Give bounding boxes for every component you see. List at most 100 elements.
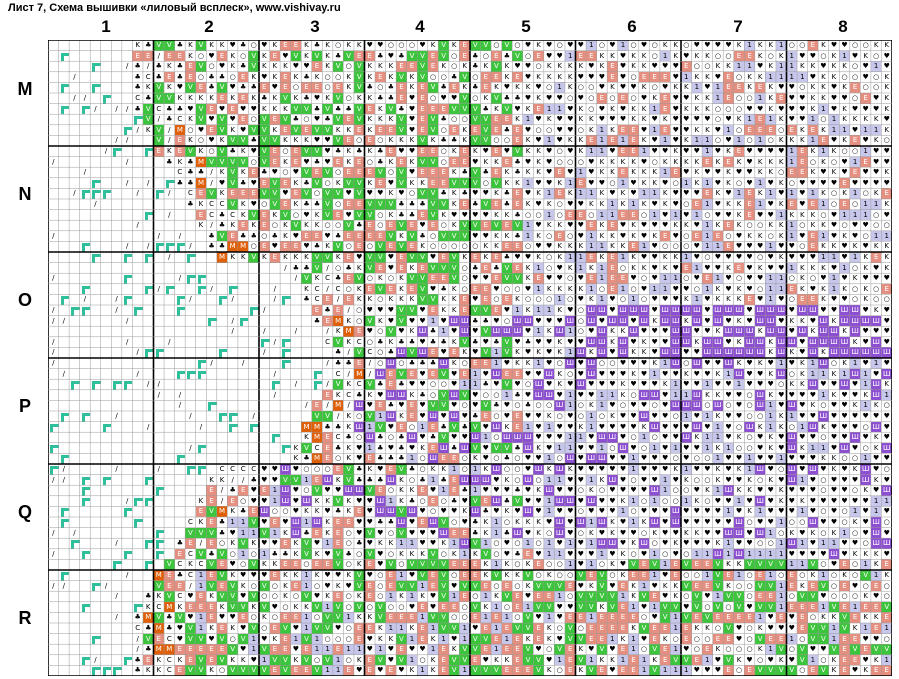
- stitch-cell: ○: [343, 61, 354, 72]
- stitch-cell: ♥: [702, 40, 713, 51]
- stitch-cell: V: [164, 40, 175, 51]
- stitch-cell: E: [649, 71, 660, 83]
- stitch-cell: K: [301, 50, 312, 62]
- stitch-cell: ♣: [153, 71, 165, 83]
- stitch-cell: ♥: [617, 61, 629, 72]
- stitch-cell: ♥: [280, 50, 291, 62]
- stitch-cell: ○: [839, 71, 850, 83]
- stitch-cell: ♥: [681, 50, 692, 62]
- stitch-cell: V: [332, 61, 344, 72]
- stitch-cell: V: [438, 40, 449, 51]
- stitch-cell: K: [870, 40, 882, 51]
- stitch-cell: 1: [786, 50, 798, 62]
- stitch-cell: E: [480, 71, 492, 83]
- stitch-cell: ♥: [723, 40, 734, 51]
- stitch-cell: ♥: [881, 50, 892, 62]
- stitch-cell: E: [132, 50, 143, 62]
- stitch-cell: ○: [332, 40, 344, 51]
- stitch-cell: E: [427, 50, 439, 62]
- stitch-cell: ♥: [754, 61, 766, 72]
- stitch-cell: K: [448, 40, 460, 51]
- stitch-cell: ♣: [237, 40, 249, 51]
- stitch-cell: ♥: [849, 50, 861, 62]
- stitch-cell: 1: [617, 40, 629, 51]
- stitch-cell: K: [364, 71, 376, 83]
- stitch-cell: ○: [628, 40, 639, 51]
- stitch-cell: K: [501, 71, 513, 83]
- stitch-cell: ♥: [364, 40, 376, 51]
- column-label-7: 7: [718, 17, 758, 37]
- stitch-cell: ○: [438, 71, 449, 83]
- stitch-cell: ○: [860, 40, 871, 51]
- stitch-cell: V: [417, 50, 428, 62]
- stitch-cell: E: [533, 50, 544, 62]
- stitch-cell: E: [512, 71, 523, 83]
- stitch-cell: ○: [849, 71, 861, 83]
- stitch-cell: V: [501, 40, 513, 51]
- stitch-cell: ♣: [174, 71, 186, 83]
- stitch-cell: E: [185, 61, 196, 72]
- stitch-cell: E: [723, 71, 734, 83]
- stitch-cell: K: [322, 61, 333, 72]
- stitch-cell: E: [280, 40, 291, 51]
- stitch-cell: K: [797, 61, 808, 72]
- stitch-cell: K: [628, 50, 639, 62]
- stitch-cell: K: [754, 40, 766, 51]
- stitch-cell: E: [290, 40, 302, 51]
- stitch-cell: V: [353, 71, 365, 83]
- stitch-cell: K: [828, 61, 840, 72]
- stitch-cell: K: [638, 61, 650, 72]
- stitch-cell: ○: [723, 50, 734, 62]
- stitch-cell: E: [807, 40, 819, 51]
- stitch-cell: K: [638, 50, 650, 62]
- stitch-cell: 1: [659, 50, 671, 62]
- stitch-cell: ♥: [797, 50, 808, 62]
- stitch-cell: E: [280, 71, 291, 83]
- column-label-8: 8: [823, 17, 863, 37]
- stitch-cell: 1: [786, 71, 798, 83]
- column-label-5: 5: [506, 17, 546, 37]
- stitch-cell: K: [712, 61, 724, 72]
- stitch-cell: K: [828, 71, 840, 83]
- stitch-cell: E: [744, 50, 755, 62]
- stitch-cell: ♥: [828, 40, 840, 51]
- stitch-cell: V: [248, 50, 259, 62]
- stitch-cell: K: [132, 40, 143, 51]
- stitch-cell: ♥: [586, 71, 597, 83]
- stitch-cell: ♣: [470, 61, 481, 72]
- stitch-cell: E: [185, 71, 196, 83]
- stitch-cell: K: [659, 40, 671, 51]
- stitch-cell: K: [301, 40, 312, 51]
- stitch-cell: K: [807, 61, 819, 72]
- stitch-cell: ♣: [237, 61, 249, 72]
- stitch-cell: K: [691, 71, 703, 83]
- stitch-cell: ○: [396, 40, 407, 51]
- stitch-cell: K: [754, 71, 766, 83]
- stitch-cell: K: [385, 71, 397, 83]
- column-label-3: 3: [295, 17, 335, 37]
- stitch-cell: K: [754, 50, 766, 62]
- stitch-cell: 1: [744, 61, 755, 72]
- stitch-cell: K: [343, 40, 354, 51]
- stitch-cell: [90, 61, 101, 72]
- stitch-cell: K: [164, 61, 175, 72]
- stitch-cell: K: [818, 40, 829, 51]
- row-label-M: M: [10, 79, 40, 100]
- stitch-cell: ○: [649, 40, 660, 51]
- stitch-cell: ♥: [206, 50, 217, 62]
- stitch-cell: E: [607, 71, 618, 83]
- stitch-cell: K: [702, 71, 713, 83]
- stitch-cell: E: [427, 61, 439, 72]
- stitch-cell: E: [353, 50, 365, 62]
- stitch-cell: V: [459, 71, 470, 83]
- stitch-cell: V: [353, 61, 365, 72]
- stitch-cell: ♥: [712, 71, 724, 83]
- stitch-cell: C: [142, 71, 154, 83]
- column-label-1: 1: [86, 17, 126, 37]
- stitch-cell: ○: [849, 61, 861, 72]
- stitch-cell: V: [396, 71, 407, 83]
- stitch-cell: E: [142, 50, 154, 62]
- stitch-cell: V: [438, 50, 449, 62]
- stitch-cell: K: [765, 61, 776, 72]
- stitch-cell: ○: [818, 50, 829, 62]
